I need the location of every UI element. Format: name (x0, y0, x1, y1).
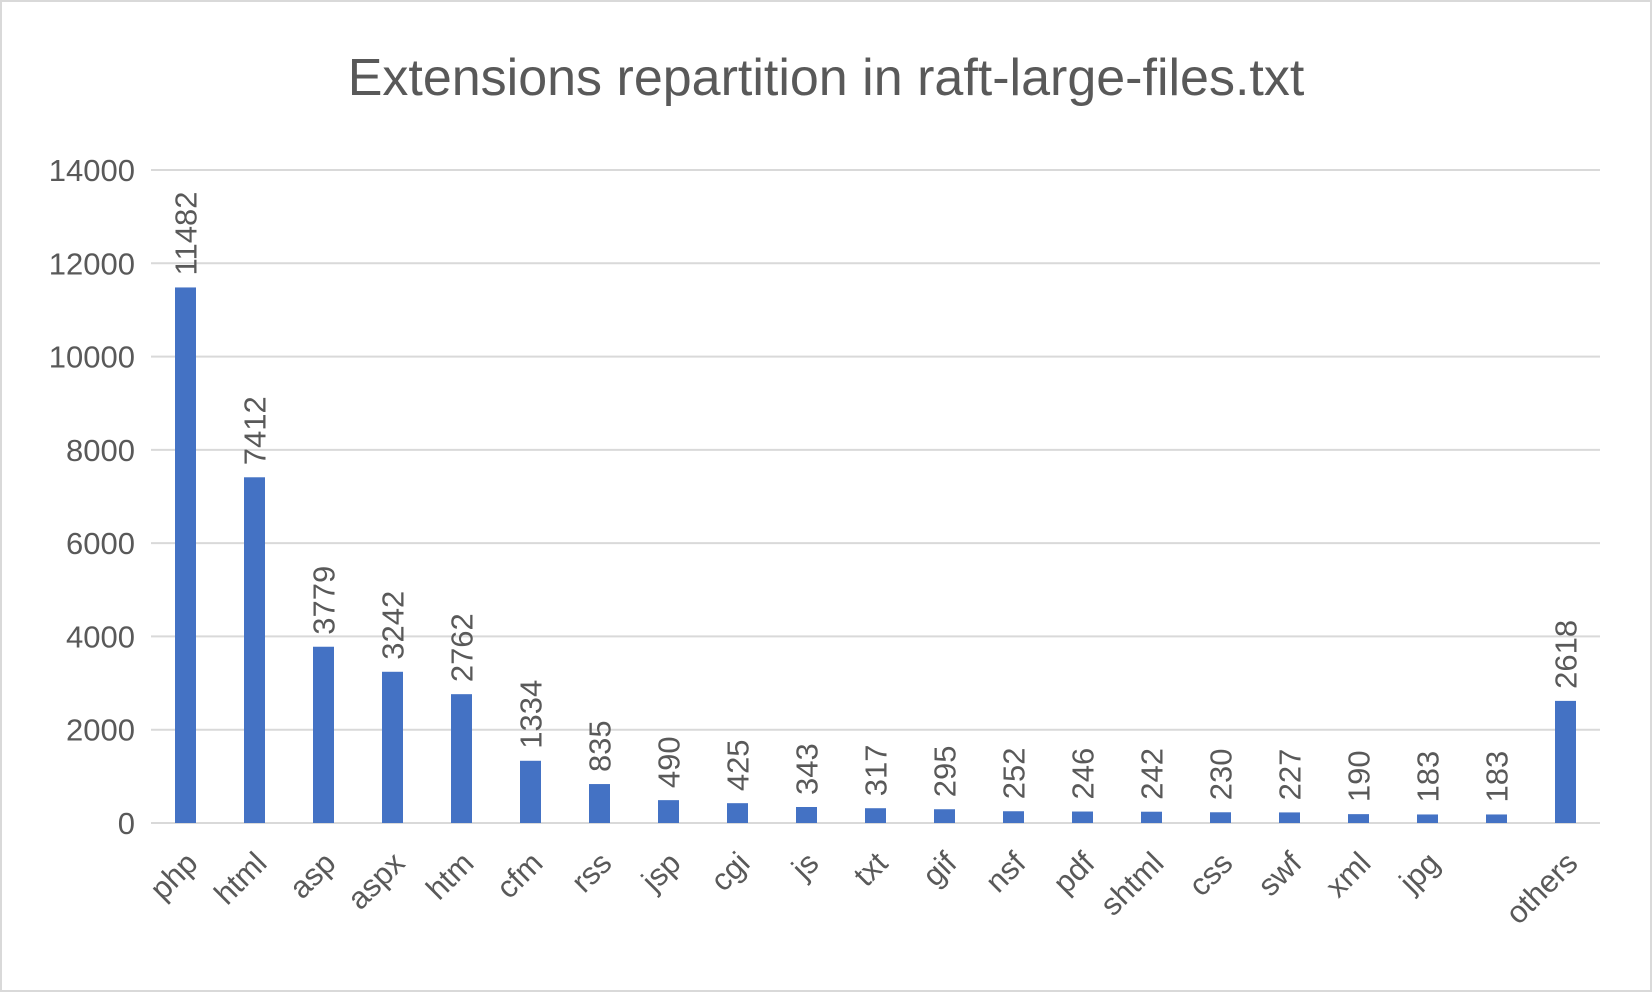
bar-shtml (1141, 811, 1162, 823)
x-tick-label: cfm (489, 845, 549, 905)
chart-title: Extensions repartition in raft-large-fil… (348, 49, 1305, 107)
y-tick-label: 14000 (49, 153, 135, 188)
data-label: 190 (1342, 750, 1377, 802)
x-tick-label: jpg (1392, 845, 1447, 900)
bars (175, 287, 1576, 823)
data-label: 252 (997, 748, 1032, 800)
bar-html (244, 477, 265, 823)
data-label: 343 (790, 743, 825, 795)
bar-cgi (727, 803, 748, 823)
gridlines (151, 169, 1600, 824)
data-label: 183 (1411, 751, 1446, 803)
bar-unlabeled (1486, 814, 1507, 823)
data-label: 227 (1273, 749, 1308, 801)
x-tick-label: js (784, 845, 825, 886)
bar-htm (451, 694, 472, 823)
data-labels: 11482 7412 3779 3242 2762 1334 835 490 425 343 317… (169, 192, 1584, 803)
data-label: 246 (1066, 748, 1101, 800)
data-label: 183 (1480, 751, 1515, 803)
data-label: 242 (1135, 748, 1170, 800)
y-tick-label: 4000 (66, 619, 135, 654)
x-tick-label: aspx (340, 845, 411, 916)
data-label: 2618 (1549, 620, 1584, 689)
y-tick-label: 8000 (66, 433, 135, 468)
data-label: 425 (721, 739, 756, 791)
data-label: 835 (583, 720, 618, 772)
bar-txt (865, 808, 886, 823)
x-tick-label: htm (419, 845, 480, 906)
data-label: 11482 (169, 192, 204, 276)
data-label: 317 (859, 744, 894, 796)
x-tick-label: gif (916, 845, 964, 893)
data-label: 490 (652, 736, 687, 788)
x-tick-label: php (143, 845, 204, 906)
y-tick-label: 6000 (66, 526, 135, 561)
x-tick-label: cgi (704, 845, 757, 898)
x-tick-label: asp (282, 845, 342, 905)
bar-nsf (1003, 811, 1024, 823)
y-tick-label: 12000 (49, 246, 135, 281)
data-label: 3779 (307, 566, 342, 635)
bar-gif (934, 809, 955, 823)
bar-swf (1279, 812, 1300, 823)
data-label: 3242 (376, 591, 411, 660)
data-label: 2762 (445, 613, 480, 682)
bar-rss (589, 784, 610, 823)
x-tick-label: xml (1319, 845, 1378, 904)
bar-others (1555, 700, 1576, 823)
bar-js (796, 807, 817, 823)
bar-php (175, 287, 196, 823)
x-tick-label: others (1499, 845, 1585, 931)
bar-css (1210, 812, 1231, 823)
data-label: 7412 (238, 396, 273, 465)
data-label: 230 (1204, 749, 1239, 801)
data-label: 295 (928, 746, 963, 798)
y-axis-ticks: 0 2000 4000 6000 8000 10000 12000 14000 (49, 153, 135, 841)
y-tick-label: 0 (118, 806, 135, 841)
bar-cfm (520, 760, 541, 823)
x-tick-label: swf (1251, 845, 1309, 903)
bar-pdf (1072, 811, 1093, 823)
x-tick-label: rss (564, 845, 618, 899)
x-tick-label: txt (847, 845, 895, 893)
bar-jsp (658, 800, 679, 823)
x-tick-label: pdf (1046, 845, 1101, 900)
x-tick-label: html (207, 845, 273, 911)
y-tick-label: 10000 (49, 340, 135, 375)
bar-asp (313, 646, 334, 823)
x-tick-label: css (1182, 845, 1240, 903)
bar-jpg (1417, 814, 1438, 823)
bar-xml (1348, 814, 1369, 823)
x-tick-label: shtml (1093, 845, 1170, 922)
data-label: 1334 (514, 680, 549, 749)
y-tick-label: 2000 (66, 713, 135, 748)
bar-aspx (382, 671, 403, 823)
x-tick-label: jsp (634, 845, 687, 898)
x-tick-label: nsf (978, 845, 1032, 899)
